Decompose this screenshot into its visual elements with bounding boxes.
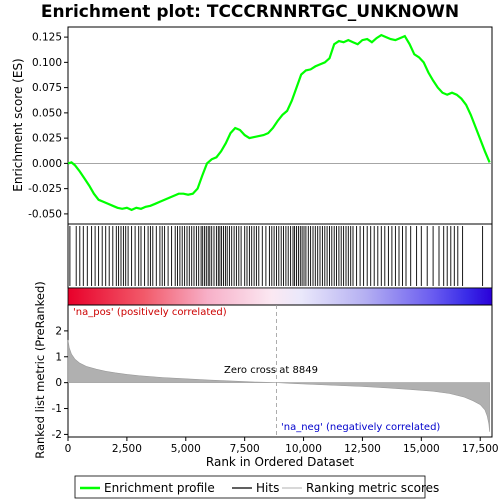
legend-hits-label: Hits (256, 481, 279, 495)
zero-cross-label: Zero cross at 8849 (224, 365, 318, 376)
x-tick-label: 2,500 (112, 443, 142, 455)
x-tick-label: 12,500 (344, 443, 381, 455)
es-y-tick-label: 0.050 (32, 107, 62, 119)
chart-title: Enrichment plot: TCCCRNNRTGC_UNKNOWN (41, 2, 459, 22)
legend-metric-label: Ranking metric scores (306, 481, 439, 495)
rank-color-bar (67, 287, 493, 306)
legend-frame (74, 475, 426, 499)
legend-enrichment-label: Enrichment profile (104, 481, 215, 495)
metric-y-tick-label: 1 (55, 351, 62, 363)
es-panel-frame (67, 26, 493, 225)
ranking-metric-area (67, 339, 490, 432)
es-y-tick-label: 0.000 (32, 158, 62, 170)
es-y-tick-label: -0.025 (28, 183, 62, 195)
metric-y-tick-label: -2 (52, 429, 62, 441)
x-axis: 0 2,500 5,000 7,500 10,000 12,500 15,000 17,500 (65, 437, 499, 455)
metric-y-axis-label: Ranked list metric (PreRanked) (33, 281, 47, 459)
es-y-axis: -0.050 -0.025 0.000 0.025 0.050 0.075 0.100 0.1… (28, 32, 68, 220)
x-axis-label: Rank in Ordered Dataset (206, 455, 354, 469)
x-tick-label: 15,000 (403, 443, 440, 455)
metric-y-tick-label: -1 (52, 403, 62, 415)
legend: Enrichment profile Hits Ranking metric s… (74, 475, 439, 499)
enrichment-profile-line (67, 33, 491, 212)
es-y-axis-label: Enrichment score (ES) (11, 58, 25, 191)
hits-markers (69, 226, 484, 286)
es-y-tick-label: 0.075 (32, 82, 62, 94)
es-y-tick-label: 0.100 (32, 57, 62, 69)
x-tick-label: 5,000 (171, 443, 201, 455)
x-tick-label: 0 (65, 443, 72, 455)
es-y-tick-label: 0.125 (32, 32, 62, 44)
metric-y-tick-label: 0 (55, 377, 62, 389)
es-y-tick-label: 0.025 (32, 133, 62, 145)
x-tick-label: 17,500 (462, 443, 499, 455)
x-tick-label: 10,000 (285, 443, 322, 455)
es-y-tick-label: -0.050 (28, 208, 62, 220)
pos-correlated-label: 'na_pos' (positively correlated) (73, 307, 227, 318)
metric-y-axis: -2 -1 0 1 2 (52, 325, 68, 441)
metric-y-tick-label: 2 (55, 325, 62, 337)
x-tick-label: 7,500 (230, 443, 260, 455)
neg-correlated-label: 'na_neg' (negatively correlated) (281, 422, 440, 433)
